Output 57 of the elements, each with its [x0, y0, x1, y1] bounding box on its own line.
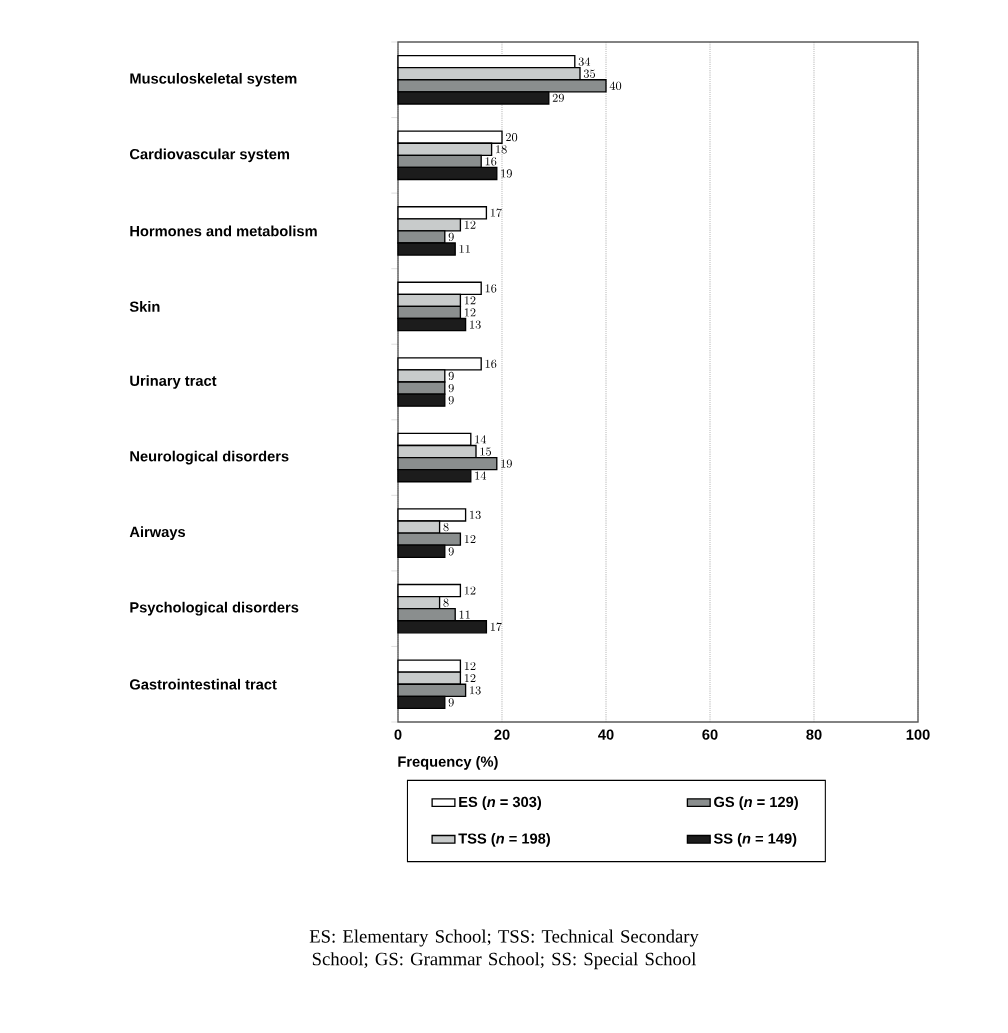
x-axis-title: Frequency (%): [398, 756, 498, 770]
data-label: 17: [490, 622, 502, 631]
data-label: 18: [496, 145, 507, 154]
x-tick-label: 0: [394, 729, 402, 740]
y-tick-label: Cardiovascular system: [129, 148, 290, 163]
x-tick-label: 40: [598, 729, 614, 740]
data-label: 9: [448, 232, 454, 242]
legend-label: SS (n = 149): [713, 832, 797, 847]
x-tick-label: 20: [494, 729, 510, 740]
data-label: 14: [475, 435, 487, 444]
data-label: 9: [448, 698, 454, 707]
data-label: 12: [464, 308, 476, 317]
legend-label: ES (n = 303): [459, 796, 542, 811]
data-label: 12: [464, 220, 476, 229]
data-label: 40: [609, 81, 622, 90]
data-label: 14: [475, 471, 487, 480]
data-label: 11: [459, 244, 470, 253]
data-label: 20: [505, 133, 518, 142]
data-label: 34: [578, 57, 591, 66]
legend-label: TSS (n = 198): [458, 832, 550, 847]
data-label: 16: [485, 359, 497, 369]
data-label: 17: [490, 208, 502, 217]
data-label: 8: [443, 522, 449, 532]
y-tick-label: Musculoskeletal system: [130, 72, 297, 87]
data-label: 13: [470, 686, 481, 695]
y-tick-label: Neurological disorders: [130, 450, 289, 465]
legend-label: GS (n = 129): [714, 796, 798, 811]
data-label: 9: [448, 371, 454, 381]
x-tick-label: 100: [906, 729, 930, 740]
data-label: 11: [459, 610, 470, 619]
data-label: 12: [464, 674, 476, 683]
data-label: 15: [480, 447, 492, 456]
data-label: 19: [501, 459, 512, 468]
y-tick-label: Hormones and metabolism: [130, 225, 317, 237]
y-tick-label: Airways: [129, 526, 186, 540]
text: ES: Elementary School; TSS: Technical Secondary School; GS: Grammar School; SS: Special School: [309, 929, 699, 970]
x-tick-label: 60: [702, 729, 718, 740]
data-label: 12: [464, 586, 476, 595]
y-tick-label: Psychological disorders: [130, 601, 299, 616]
data-label: 12: [464, 296, 476, 305]
data-label: 19: [501, 169, 512, 178]
x-tick-label: 80: [806, 729, 822, 740]
data-label: 9: [448, 547, 454, 556]
y-tick-label: Gastrointestinal tract: [129, 678, 277, 690]
data-label: 13: [470, 320, 481, 329]
data-label: 35: [583, 69, 596, 78]
data-label: 9: [448, 396, 454, 405]
data-label: 12: [464, 535, 476, 544]
data-label: 16: [485, 284, 497, 293]
y-tick-label: Urinary tract: [130, 375, 217, 389]
data-label: 16: [485, 157, 497, 166]
data-label: 29: [552, 93, 564, 103]
data-label: 12: [464, 661, 476, 670]
y-tick-label: Skin: [129, 301, 160, 312]
data-label: 13: [470, 510, 481, 520]
data-label: 9: [448, 383, 454, 393]
data-label: 8: [443, 598, 449, 607]
